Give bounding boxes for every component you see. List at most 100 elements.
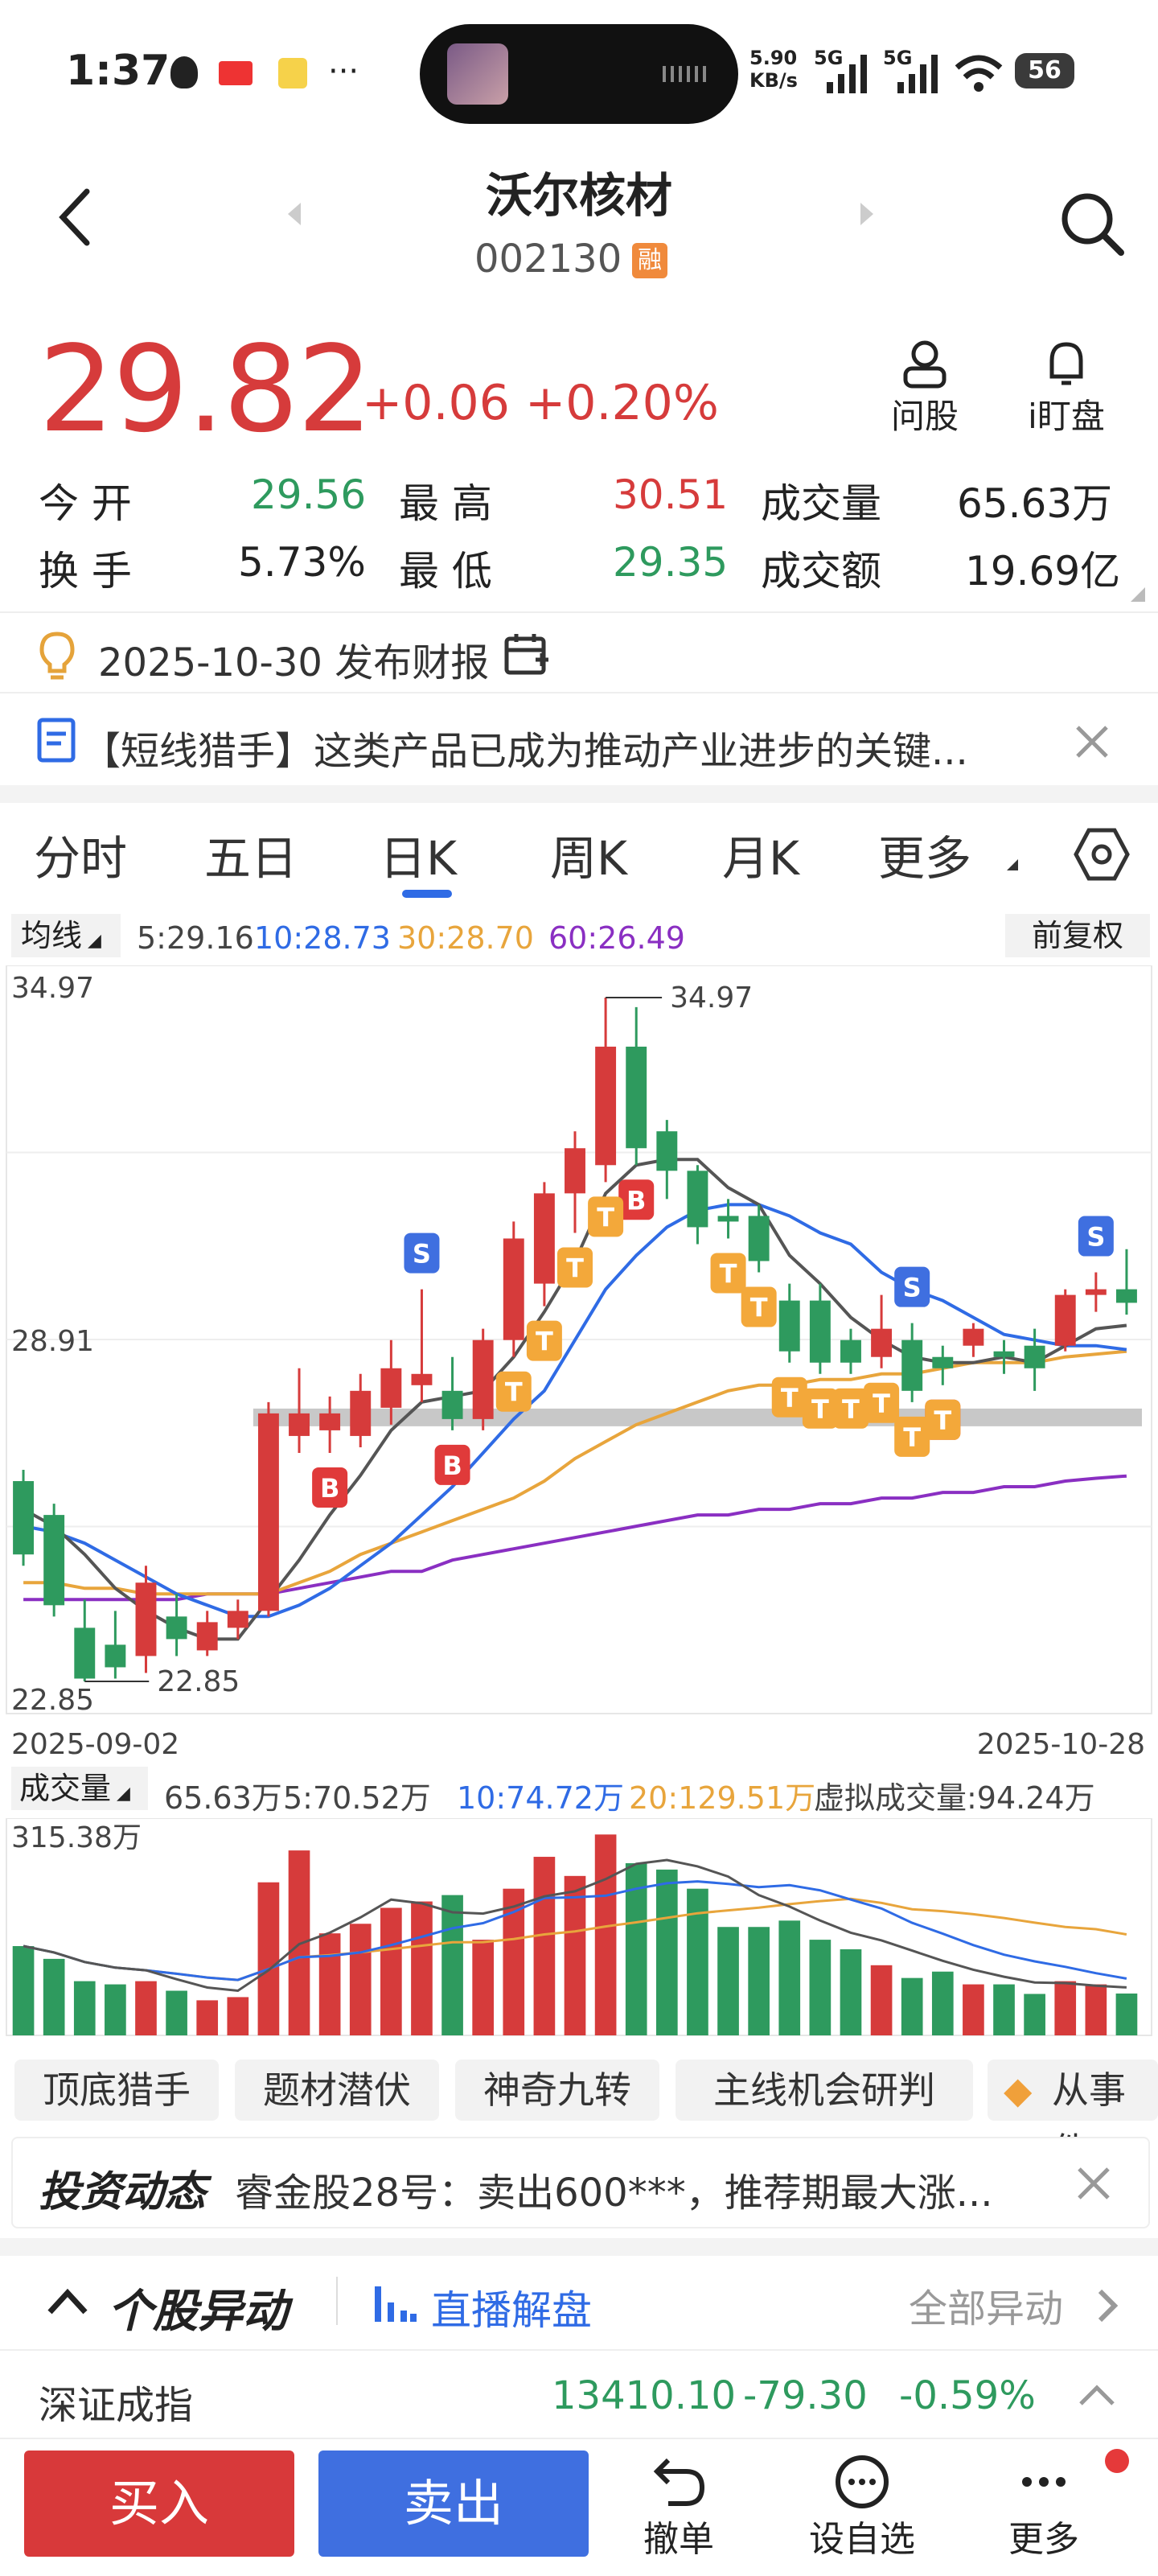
undo-icon <box>653 2458 705 2506</box>
volume-bar <box>1054 1981 1077 2035</box>
quote-row-1: 今 开 29.56 最 高 30.51 成交量 65.63万 <box>0 471 1158 527</box>
tab-monthly-k[interactable]: 月K <box>722 831 800 886</box>
signal-label: B <box>320 1473 339 1504</box>
pill-top-bottom-hunter[interactable]: 顶底猎手 <box>14 2060 219 2121</box>
signal-label: S <box>903 1273 922 1303</box>
pill-magic-nine[interactable]: 神奇九转 <box>455 2060 659 2121</box>
status-bar: 1:37 ··· 5.90 KB/s 5G 5G 56 <box>0 0 1158 145</box>
divider <box>0 692 1158 693</box>
buy-button[interactable]: 买入 <box>24 2450 294 2557</box>
high-annotation: 34.97 <box>670 981 753 1014</box>
low-annotation: 22.85 <box>157 1665 240 1698</box>
candle-body <box>748 1216 770 1261</box>
amount-value: 19.69亿 <box>965 548 1121 595</box>
expand-corner-icon[interactable] <box>1131 587 1145 602</box>
ask-stock-label: 问股 <box>890 397 959 436</box>
notice-text: 2025-10-30 发布财报 <box>98 640 490 685</box>
volume-bar <box>227 1997 249 2035</box>
signal-label: T <box>536 1327 553 1357</box>
tab-weekly-k[interactable]: 周K <box>550 831 628 886</box>
volume-bar <box>901 1977 923 2035</box>
price-change: +0.06 +0.20% <box>362 375 719 431</box>
chevron-up-icon[interactable] <box>47 2286 88 2315</box>
cancel-order-button[interactable]: 撤单 <box>614 2454 743 2562</box>
invest-banner[interactable]: 投资动态 睿金股28号：卖出600***，推荐期最大涨... <box>11 2137 1150 2228</box>
stock-name: 沃尔核材 <box>485 168 672 223</box>
candle-body <box>441 1390 463 1419</box>
tab-more[interactable]: 更多 <box>878 831 972 886</box>
volume-bar <box>748 1927 770 2035</box>
index-name: 深证成指 <box>39 2383 194 2428</box>
volume-bar: 成交量 ◢ 65.63万 5:70.52万 10:74.72万 20:129.5… <box>0 1767 1158 1816</box>
live-commentary-link[interactable]: 直播解盘 <box>431 2287 592 2334</box>
ask-stock-button[interactable]: 问股 <box>868 338 981 438</box>
adjust-selector[interactable]: 前复权 <box>1005 914 1150 957</box>
section-gap <box>0 2238 1158 2256</box>
ma-selector[interactable]: 均线 ◢ <box>11 914 121 957</box>
more-button[interactable]: 更多 <box>979 2454 1108 2562</box>
close-icon[interactable] <box>1076 2166 1111 2201</box>
signal-label: T <box>597 1202 614 1232</box>
chevron-right-icon[interactable] <box>1095 2288 1119 2323</box>
volume-bar <box>1115 1993 1138 2035</box>
next-stock-icon[interactable] <box>860 203 873 225</box>
open-label: 今 开 <box>39 480 132 527</box>
media-thumbnail <box>447 43 508 105</box>
sell-button[interactable]: 卖出 <box>318 2450 589 2557</box>
watch-button[interactable]: i盯盘 <box>1010 338 1123 438</box>
more-notifications-icon: ··· <box>328 53 359 90</box>
signal-label: T <box>720 1258 737 1289</box>
close-icon[interactable] <box>1074 724 1110 759</box>
pill-mainline-analysis[interactable]: 主线机会研判 <box>676 2060 973 2121</box>
prev-stock-icon[interactable] <box>288 203 301 225</box>
news-text: 【短线猎手】这类产品已成为推动产业进步的关键... <box>82 729 968 774</box>
settings-icon[interactable] <box>1073 825 1131 883</box>
signal-marker <box>710 1253 746 1294</box>
volume-bar <box>1085 1984 1107 2035</box>
candle-body <box>656 1131 678 1171</box>
chevron-up-icon[interactable] <box>1078 2383 1116 2407</box>
invest-brand: 投资动态 <box>39 2168 207 2216</box>
add-watchlist-button[interactable]: 设自选 <box>798 2454 926 2562</box>
volume-bar <box>411 1901 433 2035</box>
pill-theme-ambush[interactable]: 题材潜伏 <box>235 2060 439 2121</box>
signal-label: T <box>934 1405 951 1436</box>
candle-body <box>166 1616 187 1640</box>
volume-value: 65.63万 <box>957 480 1113 527</box>
candle-body <box>778 1300 800 1352</box>
dynamic-island[interactable] <box>420 24 738 124</box>
search-icon[interactable] <box>1058 190 1126 257</box>
signal-label: T <box>811 1394 829 1425</box>
news-banner[interactable]: 【短线猎手】这类产品已成为推动产业进步的关键... <box>0 700 1158 780</box>
back-arrow-icon[interactable] <box>51 185 100 249</box>
candle-body <box>289 1413 310 1436</box>
candle-body <box>871 1328 893 1357</box>
tab-five-day[interactable]: 五日 <box>204 831 298 886</box>
vol-ma5-value: 5:70.52万 <box>283 1780 431 1816</box>
signal-marker <box>495 1371 532 1412</box>
signal-bars-icon <box>827 55 867 93</box>
ma30-value: 30:28.70 <box>397 920 534 956</box>
volume-bar <box>687 1888 708 2035</box>
tab-intraday[interactable]: 分时 <box>34 831 128 886</box>
signal-marker <box>894 1416 930 1457</box>
volume-chart[interactable]: 315.38万 <box>0 1818 1158 2043</box>
candlestick-chart[interactable]: BBSBBSSTTTTTTTTTTTT34.9728.9122.8534.972… <box>0 965 1158 1770</box>
tab-daily-k[interactable]: 日K <box>380 831 458 886</box>
all-anomaly-link[interactable]: 全部异动 <box>909 2286 1064 2331</box>
report-notice[interactable]: 2025-10-30 发布财报 <box>0 619 1158 689</box>
calendar-add-icon[interactable] <box>503 631 550 677</box>
volume-bar <box>778 1920 801 2035</box>
ma60-line <box>23 1474 1127 1602</box>
vol-value: 65.63万 <box>164 1780 282 1816</box>
index-change: -79.30 <box>743 2373 868 2418</box>
signal-marker <box>588 1196 624 1237</box>
volume-selector[interactable]: 成交量 ◢ <box>11 1767 148 1810</box>
volume-bar <box>870 1965 893 2035</box>
date-start: 2025-09-02 <box>11 1728 179 1761</box>
pill-from-event[interactable]: ◆ 从事件 <box>988 2060 1158 2173</box>
candle-body <box>840 1339 861 1363</box>
ma-bar: 均线 ◢ 5:29.16 10:28.73 30:28.70 60:26.49 … <box>0 914 1158 959</box>
candle-body <box>196 1622 218 1651</box>
index-row[interactable]: 深证成指 13410.10 -79.30 -0.59% <box>0 2352 1158 2436</box>
